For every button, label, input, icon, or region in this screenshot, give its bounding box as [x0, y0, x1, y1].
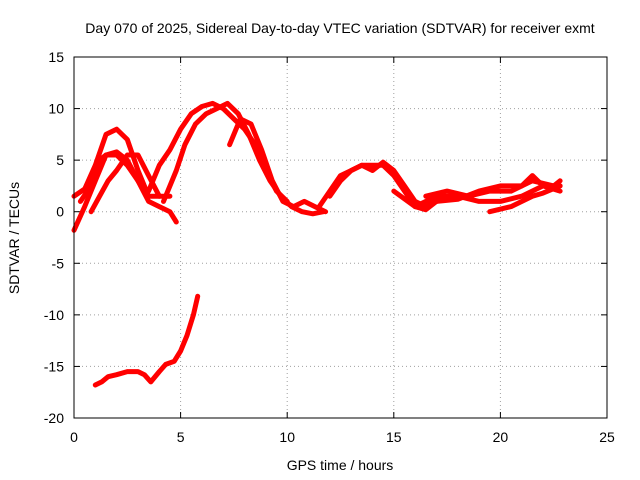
series-line-arc-g [227, 116, 329, 215]
x-tick-label: 15 [386, 429, 402, 445]
series-line-arc-f [161, 100, 326, 217]
series-line-arc-k [423, 178, 563, 199]
y-tick-label: 15 [48, 49, 64, 65]
series-line-arc-i [327, 159, 439, 210]
x-tick-label: 20 [493, 429, 509, 445]
y-tick-label: -5 [52, 255, 65, 271]
axis-ticks: 0 5 10 15 20 25 -20 -15 -10 -5 0 5 10 15 [44, 49, 615, 445]
y-tick-label: 5 [56, 152, 64, 168]
series-line-arc-m [487, 183, 563, 215]
chart-title: Day 070 of 2025, Sidereal Day-to-day VTE… [85, 20, 594, 36]
grid [74, 57, 607, 418]
x-tick-label: 0 [70, 429, 78, 445]
y-tick-label: -10 [44, 307, 64, 323]
y-tick-label: 10 [48, 101, 64, 117]
series-line-arc-n [92, 293, 201, 388]
series-line-arc-d [88, 152, 162, 215]
y-tick-label: -15 [44, 358, 64, 374]
y-axis-label: SDTVAR / TECUs [6, 182, 22, 294]
series-line-arc-c [71, 149, 179, 233]
plot-frame [73, 56, 608, 419]
y-tick-label: -20 [44, 410, 64, 426]
x-tick-label: 10 [279, 429, 295, 445]
series-line-arc-l [433, 173, 563, 204]
x-tick-label: 25 [599, 429, 615, 445]
series-layer [71, 100, 563, 388]
series-line-arc-j [391, 183, 563, 210]
series-line-arc-a [71, 126, 173, 199]
y-tick-label: 0 [56, 204, 64, 220]
x-tick-label: 5 [177, 429, 185, 445]
x-axis-label: GPS time / hours [287, 457, 394, 473]
